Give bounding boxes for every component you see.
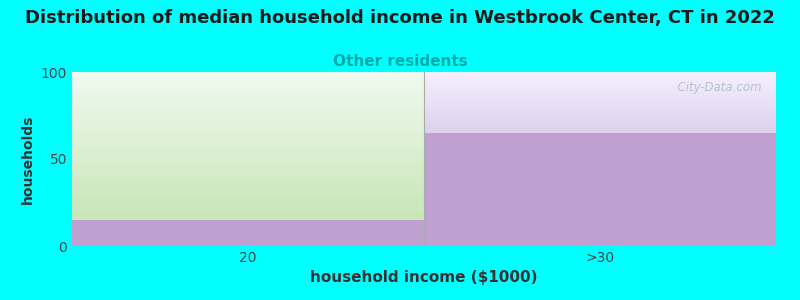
Text: City-Data.com: City-Data.com — [670, 81, 762, 94]
Y-axis label: households: households — [22, 114, 35, 204]
Text: Distribution of median household income in Westbrook Center, CT in 2022: Distribution of median household income … — [25, 9, 775, 27]
X-axis label: household income ($1000): household income ($1000) — [310, 270, 538, 285]
Bar — [424, 133, 776, 246]
Bar — [72, 220, 424, 246]
Text: Other residents: Other residents — [333, 54, 467, 69]
